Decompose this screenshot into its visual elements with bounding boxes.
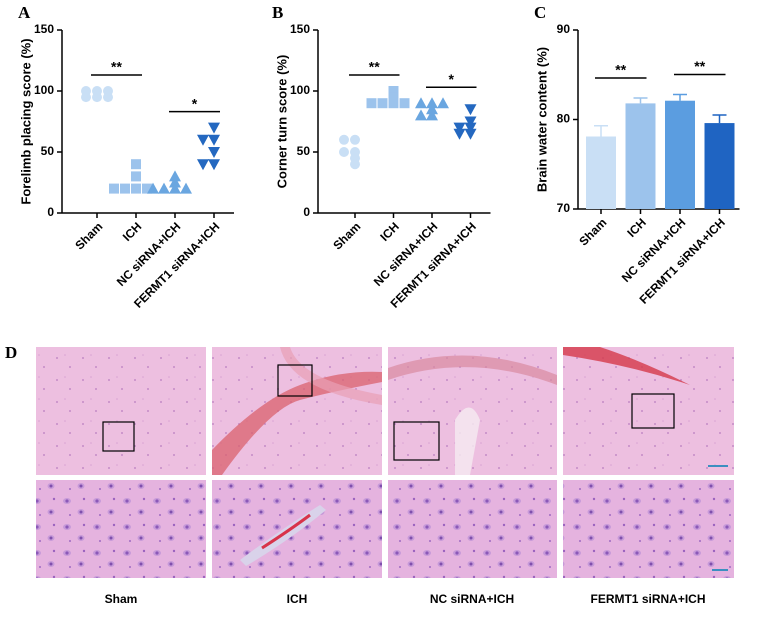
point bbox=[464, 116, 477, 128]
point bbox=[131, 183, 141, 194]
point bbox=[426, 97, 438, 109]
caption: FERMT1 siRNA+ICH bbox=[590, 592, 705, 606]
bar bbox=[625, 103, 656, 209]
point bbox=[169, 182, 181, 194]
y-tick-label: 0 bbox=[47, 205, 54, 219]
point bbox=[388, 86, 399, 96]
point bbox=[415, 109, 427, 121]
y-tick-label: 50 bbox=[297, 144, 311, 158]
significance-label: * bbox=[449, 71, 455, 87]
y-tick-label: 80 bbox=[557, 112, 571, 126]
y-axis-title: Corner turn score (%) bbox=[274, 55, 289, 189]
image bbox=[36, 480, 206, 578]
point bbox=[197, 134, 209, 146]
y-axis-title: Brain water content (%) bbox=[534, 47, 549, 192]
point bbox=[415, 97, 427, 109]
point bbox=[464, 122, 477, 134]
y-tick-label: 150 bbox=[290, 22, 310, 36]
point bbox=[464, 128, 477, 140]
point bbox=[131, 159, 141, 170]
point bbox=[147, 182, 159, 194]
point bbox=[464, 104, 477, 116]
image bbox=[388, 480, 557, 578]
point bbox=[208, 147, 220, 158]
point bbox=[131, 171, 141, 182]
error-bar bbox=[712, 114, 727, 124]
image bbox=[36, 347, 206, 475]
y-tick-label: 0 bbox=[303, 205, 310, 219]
bar bbox=[704, 123, 735, 209]
error-bar bbox=[594, 125, 608, 137]
error-bar bbox=[633, 97, 648, 104]
panel-letter: C bbox=[534, 3, 546, 22]
point bbox=[180, 182, 192, 194]
significance-label: ** bbox=[111, 59, 122, 75]
y-axis-title: Forelimb placing score (%) bbox=[18, 38, 33, 204]
y-tick-label: 70 bbox=[557, 201, 571, 215]
point bbox=[350, 159, 360, 170]
point bbox=[377, 98, 388, 109]
point bbox=[437, 97, 449, 109]
x-tick-label: ICH bbox=[624, 215, 649, 240]
point bbox=[142, 183, 152, 194]
point bbox=[197, 159, 209, 171]
point bbox=[208, 122, 220, 134]
point bbox=[426, 103, 438, 115]
point bbox=[453, 128, 466, 140]
x-tick-label: ICH bbox=[120, 219, 145, 244]
image bbox=[563, 480, 734, 578]
histology bbox=[36, 347, 734, 578]
point bbox=[109, 183, 119, 194]
caption: Sham bbox=[105, 592, 138, 606]
y-tick-label: 90 bbox=[557, 22, 571, 36]
significance-label: ** bbox=[369, 59, 380, 75]
x-tick-label: Sham bbox=[576, 215, 609, 248]
panel-letter: D bbox=[5, 343, 17, 362]
caption: ICH bbox=[287, 592, 308, 606]
caption: NC siRNA+ICH bbox=[430, 592, 514, 606]
y-tick-label: 50 bbox=[41, 144, 55, 158]
point bbox=[208, 159, 220, 171]
significance-label: * bbox=[192, 95, 198, 111]
point bbox=[399, 98, 410, 109]
point bbox=[339, 134, 349, 145]
point bbox=[169, 170, 181, 182]
point bbox=[103, 92, 113, 103]
point bbox=[366, 98, 377, 109]
significance-label: ** bbox=[694, 58, 705, 74]
panel-letter: A bbox=[18, 3, 31, 22]
point bbox=[350, 134, 360, 145]
bar bbox=[586, 136, 616, 209]
bar bbox=[665, 100, 695, 209]
x-tick-label: ICH bbox=[377, 219, 402, 244]
significance-label: ** bbox=[615, 62, 626, 78]
panel-letter: B bbox=[272, 3, 283, 22]
y-tick-label: 100 bbox=[290, 83, 310, 97]
point bbox=[388, 92, 399, 103]
point bbox=[388, 98, 399, 109]
point bbox=[169, 176, 181, 188]
x-tick-label: Sham bbox=[330, 219, 363, 252]
point bbox=[120, 183, 130, 194]
point bbox=[158, 182, 170, 194]
point bbox=[92, 92, 102, 103]
point bbox=[453, 122, 466, 134]
point bbox=[208, 134, 220, 146]
point bbox=[81, 92, 91, 103]
error-bar bbox=[673, 93, 687, 101]
y-tick-label: 150 bbox=[34, 22, 54, 36]
point bbox=[426, 109, 438, 121]
x-tick-label: Sham bbox=[72, 219, 105, 252]
y-tick-label: 100 bbox=[34, 83, 54, 97]
point bbox=[339, 147, 349, 157]
